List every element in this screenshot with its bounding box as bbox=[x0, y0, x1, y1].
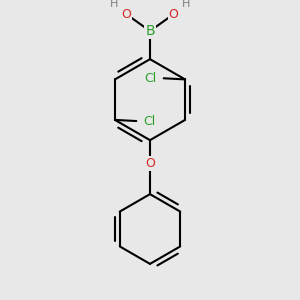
Text: Cl: Cl bbox=[145, 72, 157, 85]
Text: H: H bbox=[110, 0, 118, 9]
Text: O: O bbox=[122, 8, 131, 21]
Text: Cl: Cl bbox=[143, 115, 155, 128]
Text: O: O bbox=[169, 8, 178, 21]
Text: O: O bbox=[145, 157, 155, 170]
Text: B: B bbox=[145, 24, 155, 38]
Text: H: H bbox=[182, 0, 190, 9]
